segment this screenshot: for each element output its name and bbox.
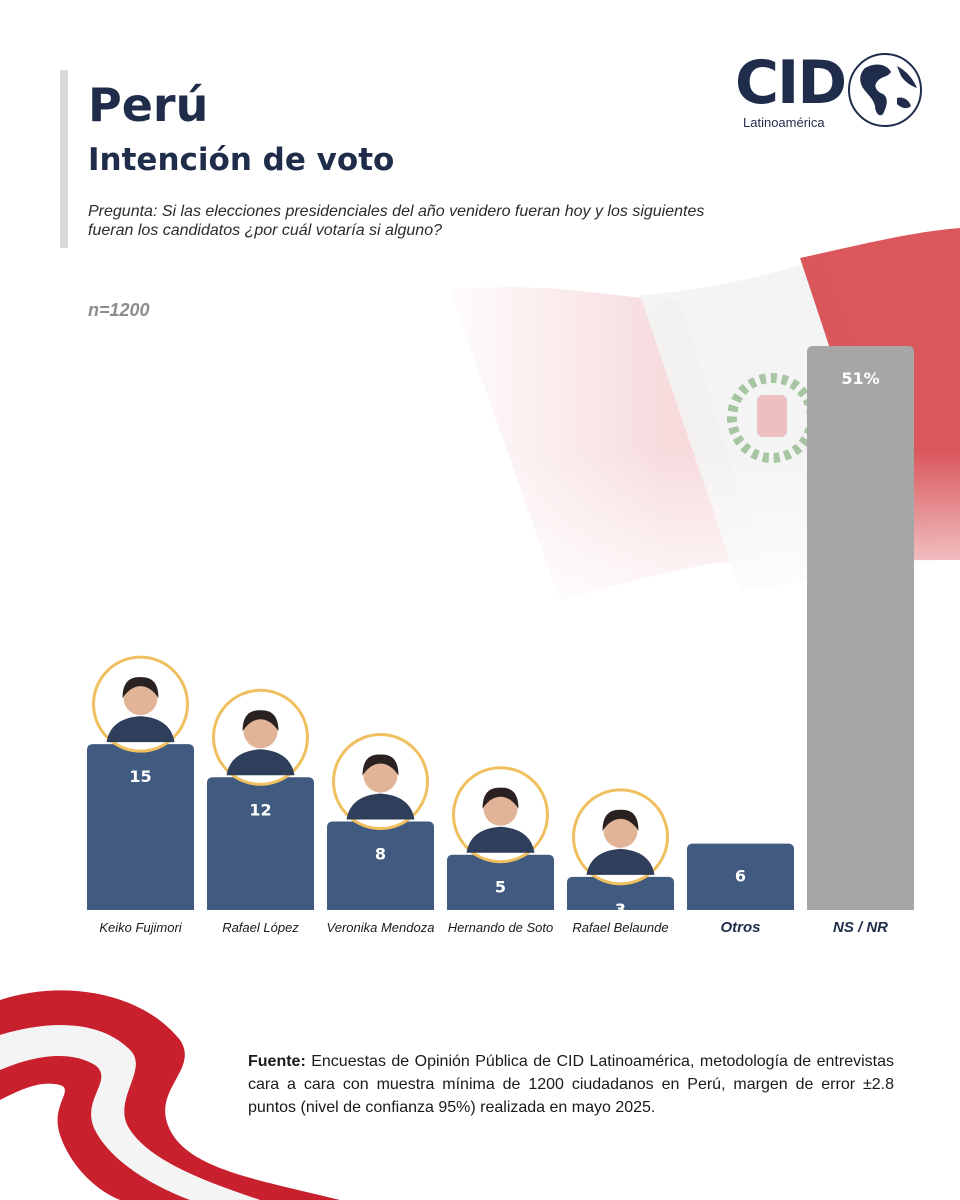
source-text: Encuestas de Opinión Pública de CID Lati… [248, 1053, 894, 1116]
category-label-rafael-lopez: Rafael López [222, 920, 299, 935]
data-label-ns-nr: 51% [841, 369, 879, 388]
peru-ribbon-decoration [0, 990, 340, 1200]
bar-keiko-fujimori [87, 744, 194, 910]
cid-logo: CID Latinoamérica [735, 48, 935, 143]
candidate-photo-rafael-belaunde [572, 788, 669, 886]
category-label-keiko-fujimori: Keiko Fujimori [99, 920, 182, 935]
data-label-otros: 6 [735, 867, 746, 886]
candidate-photo-rafael-lopez [212, 688, 309, 786]
data-label-rafael-belaunde: 3 [615, 900, 626, 919]
candidate-photo-hernando-de-soto [452, 766, 549, 864]
candidate-photo-veronika-mendoza [332, 733, 429, 831]
data-label-hernando-de-soto: 5 [495, 878, 506, 897]
category-label-otros: Otros [720, 919, 760, 936]
category-label-ns-nr: NS / NR [833, 919, 888, 936]
category-label-rafael-belaunde: Rafael Belaunde [572, 920, 668, 935]
bar-rafael-lopez [207, 777, 314, 910]
logo-name: CID [735, 48, 847, 118]
category-label-veronika-mendoza: Veronika Mendoza [327, 920, 435, 935]
page-title: Perú [88, 78, 209, 132]
source-label: Fuente: [248, 1053, 306, 1070]
bar-otros [687, 843, 794, 910]
bar-ns-nr [807, 346, 914, 910]
bar-rafael-belaunde [567, 876, 674, 910]
title-accent-bar [60, 70, 68, 248]
source-note: Fuente: Encuestas de Opinión Pública de … [248, 1050, 894, 1119]
data-label-veronika-mendoza: 8 [375, 845, 386, 864]
globe-icon [848, 53, 922, 127]
page-subtitle: Intención de voto [88, 142, 395, 178]
bar-veronika-mendoza [327, 821, 434, 910]
bar-hernando-de-soto [447, 854, 554, 910]
data-label-keiko-fujimori: 15 [129, 767, 151, 786]
sample-size: n=1200 [88, 300, 150, 320]
candidate-photo-keiko-fujimori [92, 655, 189, 753]
data-label-rafael-lopez: 12 [249, 800, 271, 819]
survey-question: Pregunta: Si las elecciones presidencial… [88, 203, 705, 239]
logo-region: Latinoamérica [743, 115, 825, 130]
category-label-hernando-de-soto: Hernando de Soto [448, 920, 554, 935]
